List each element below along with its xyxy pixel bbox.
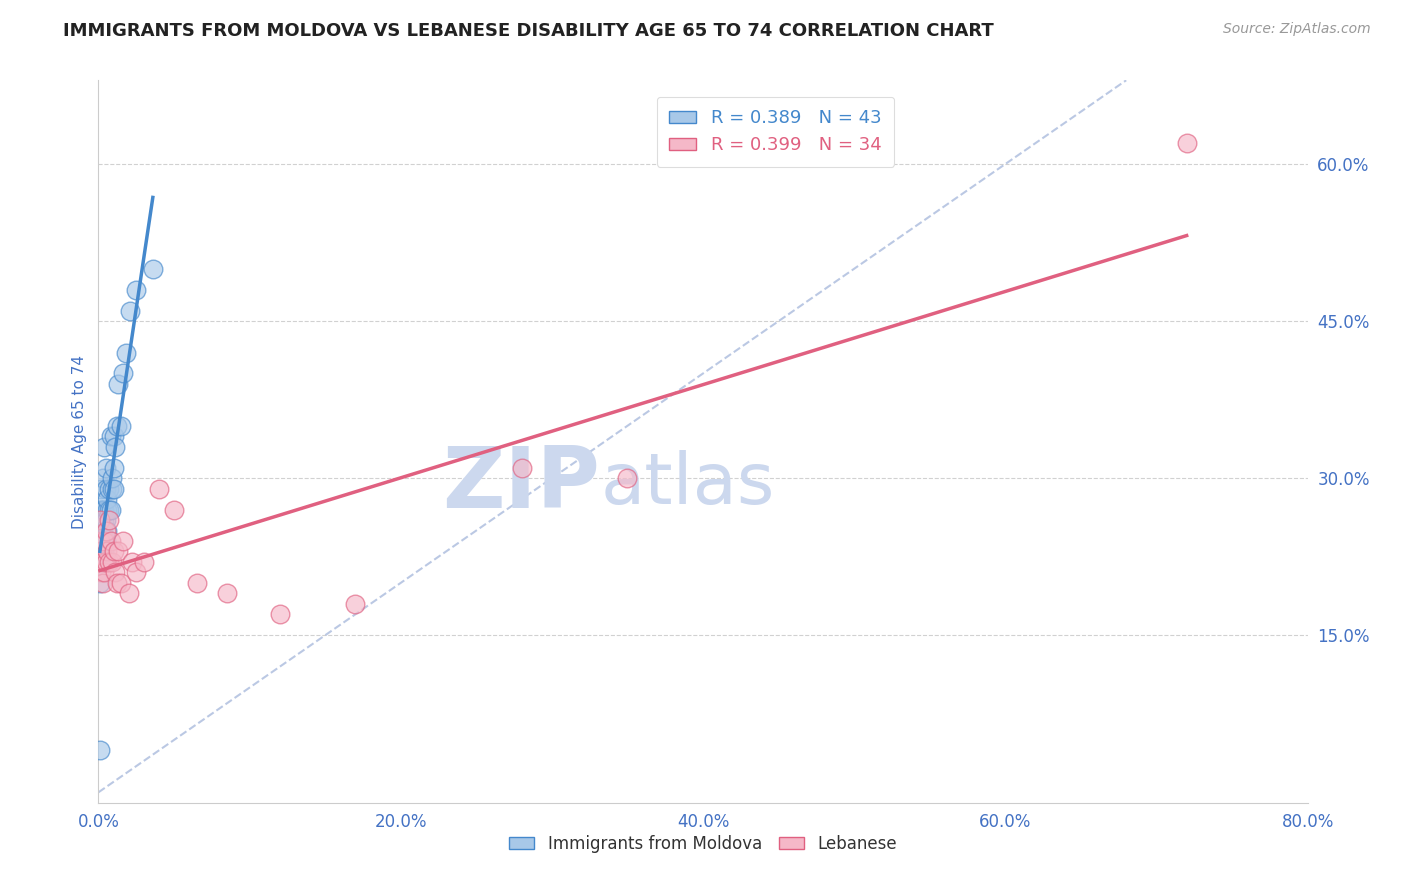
Point	[105, 575, 128, 590]
Point	[101, 555, 124, 569]
Point	[91, 555, 114, 569]
Point	[90, 544, 112, 558]
Point	[94, 555, 117, 569]
Point	[98, 482, 121, 496]
Point	[103, 482, 125, 496]
Point	[93, 502, 115, 516]
Point	[90, 544, 112, 558]
Point	[100, 429, 122, 443]
Point	[101, 471, 124, 485]
Point	[91, 555, 114, 569]
Point	[186, 575, 208, 590]
Point	[103, 544, 125, 558]
Text: IMMIGRANTS FROM MOLDOVA VS LEBANESE DISABILITY AGE 65 TO 74 CORRELATION CHART: IMMIGRANTS FROM MOLDOVA VS LEBANESE DISA…	[63, 22, 994, 40]
Point	[98, 513, 121, 527]
Point	[114, 345, 136, 359]
Point	[93, 440, 115, 454]
Point	[101, 482, 124, 496]
Point	[94, 460, 117, 475]
Y-axis label: Disability Age 65 to 74: Disability Age 65 to 74	[72, 354, 87, 529]
Point	[90, 566, 112, 580]
Point	[100, 502, 122, 516]
Point	[132, 555, 155, 569]
Point	[1175, 136, 1198, 150]
Point	[91, 575, 114, 590]
Point	[93, 534, 115, 549]
Point	[96, 544, 118, 558]
Point	[148, 482, 170, 496]
Point	[94, 482, 117, 496]
Point	[120, 303, 142, 318]
Point	[91, 502, 114, 516]
Point	[510, 460, 533, 475]
Point	[103, 429, 125, 443]
Point	[344, 597, 367, 611]
Point	[96, 502, 118, 516]
Point	[163, 502, 186, 516]
Point	[96, 524, 118, 538]
Point	[91, 524, 114, 538]
Point	[89, 575, 111, 590]
Point	[89, 534, 111, 549]
Point	[111, 367, 134, 381]
Point	[98, 502, 121, 516]
Point	[105, 418, 128, 433]
Point	[110, 575, 132, 590]
Point	[91, 534, 114, 549]
Point	[100, 534, 122, 549]
Point	[91, 471, 114, 485]
Point	[93, 513, 115, 527]
Point	[96, 492, 118, 507]
Point	[98, 555, 121, 569]
Point	[118, 586, 141, 600]
Text: ZIP: ZIP	[443, 443, 600, 526]
Point	[89, 513, 111, 527]
Point	[215, 586, 238, 600]
Point	[103, 460, 125, 475]
Text: Source: ZipAtlas.com: Source: ZipAtlas.com	[1223, 22, 1371, 37]
Point	[94, 513, 117, 527]
Point	[104, 440, 127, 454]
Point	[89, 743, 111, 757]
Legend: Immigrants from Moldova, Lebanese: Immigrants from Moldova, Lebanese	[503, 828, 903, 860]
Point	[90, 482, 112, 496]
Point	[125, 283, 148, 297]
Point	[94, 534, 117, 549]
Point	[93, 544, 115, 558]
Point	[107, 376, 129, 391]
Point	[110, 418, 132, 433]
Point	[89, 502, 111, 516]
Point	[93, 566, 115, 580]
Point	[90, 555, 112, 569]
Text: atlas: atlas	[600, 450, 775, 519]
Point	[107, 544, 129, 558]
Point	[89, 544, 111, 558]
Point	[90, 502, 112, 516]
Point	[94, 524, 117, 538]
Point	[616, 471, 638, 485]
Point	[90, 524, 112, 538]
Point	[269, 607, 291, 622]
Point	[104, 566, 127, 580]
Point	[125, 566, 148, 580]
Point	[111, 534, 134, 549]
Point	[121, 555, 143, 569]
Point	[142, 261, 165, 276]
